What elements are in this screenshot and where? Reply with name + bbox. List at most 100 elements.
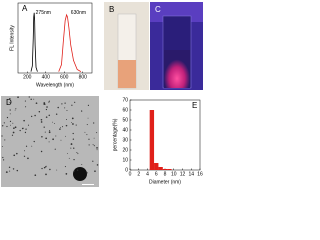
particle	[5, 171, 8, 174]
particle	[9, 170, 11, 172]
particle	[70, 143, 73, 145]
particle	[24, 131, 27, 134]
plot-frame	[129, 99, 201, 171]
particle	[73, 158, 75, 161]
particle	[81, 110, 83, 112]
particle	[9, 120, 12, 123]
spectrum-line	[30, 12, 38, 72]
particle	[55, 135, 57, 137]
particle	[75, 124, 77, 126]
particle	[46, 106, 48, 108]
y-tick-label: 40	[122, 127, 128, 133]
particle	[2, 156, 4, 159]
particle	[68, 157, 70, 159]
particle	[71, 104, 73, 106]
particle	[33, 140, 35, 143]
bar	[154, 163, 159, 170]
particle	[49, 130, 51, 132]
particle	[16, 169, 19, 172]
particle	[76, 151, 78, 153]
panel-label: D	[6, 98, 12, 107]
y-tick-label: 70	[122, 97, 128, 103]
plot-frame	[17, 2, 93, 74]
bar	[167, 169, 172, 170]
particle	[87, 117, 89, 119]
particle	[27, 124, 30, 126]
particle	[6, 116, 9, 119]
particle	[14, 126, 17, 129]
particle	[96, 132, 98, 134]
particle	[70, 147, 72, 149]
particle	[72, 138, 75, 140]
particle	[88, 144, 90, 146]
particle	[81, 163, 83, 165]
particle	[15, 108, 17, 110]
particle	[66, 109, 68, 111]
particle	[54, 148, 56, 150]
y-tick-label: 10	[122, 157, 128, 163]
particle	[86, 172, 88, 174]
particle	[9, 101, 11, 103]
x-tick-label: 600	[60, 74, 69, 80]
particle	[45, 165, 47, 167]
particle	[86, 134, 88, 136]
panel-label: A	[22, 4, 28, 13]
spectrum-line	[58, 13, 82, 72]
particle	[25, 128, 27, 130]
particle	[93, 145, 95, 147]
particle	[73, 170, 75, 172]
x-tick-label: 800	[79, 74, 88, 80]
particle	[48, 141, 50, 143]
particle	[30, 98, 32, 101]
photo-c: C	[150, 2, 203, 90]
particle	[40, 150, 43, 153]
y-tick-label: 60	[122, 107, 128, 113]
particle	[16, 152, 18, 155]
particle	[54, 122, 55, 124]
particle	[65, 124, 68, 127]
particle	[27, 157, 29, 160]
particle	[66, 118, 67, 120]
particle	[48, 114, 50, 117]
particle	[43, 102, 46, 104]
particle	[52, 121, 54, 123]
particle	[72, 132, 74, 135]
particle	[38, 110, 41, 113]
bar	[162, 169, 168, 170]
particle	[9, 98, 11, 100]
y-tick-label: 20	[122, 147, 128, 153]
particle	[45, 137, 48, 140]
particle	[93, 137, 95, 139]
particle	[19, 129, 21, 132]
particle	[40, 118, 43, 121]
particle	[13, 127, 15, 130]
particle	[2, 159, 5, 161]
particle	[23, 119, 25, 122]
panel-label: B	[109, 5, 114, 14]
particle	[3, 122, 5, 124]
x-tick-label: 8	[164, 171, 167, 177]
bar	[149, 110, 155, 170]
particle	[61, 126, 64, 128]
particle	[65, 135, 66, 137]
particle	[11, 134, 14, 136]
particle	[24, 106, 27, 108]
particle	[9, 113, 11, 115]
particle	[12, 168, 15, 170]
particle	[52, 138, 54, 141]
particle	[31, 145, 33, 147]
particle	[4, 139, 6, 141]
particle	[45, 108, 48, 111]
x-tick-label: 4	[146, 171, 149, 177]
particle	[43, 166, 46, 169]
particle	[6, 125, 8, 128]
particle	[12, 131, 15, 134]
particle	[1, 125, 4, 127]
particle	[96, 164, 99, 166]
panel-label: E	[192, 101, 197, 110]
particle	[35, 102, 38, 105]
particle	[72, 123, 74, 125]
particle	[86, 124, 88, 126]
photo-b: B	[104, 2, 149, 90]
particle	[33, 98, 35, 100]
